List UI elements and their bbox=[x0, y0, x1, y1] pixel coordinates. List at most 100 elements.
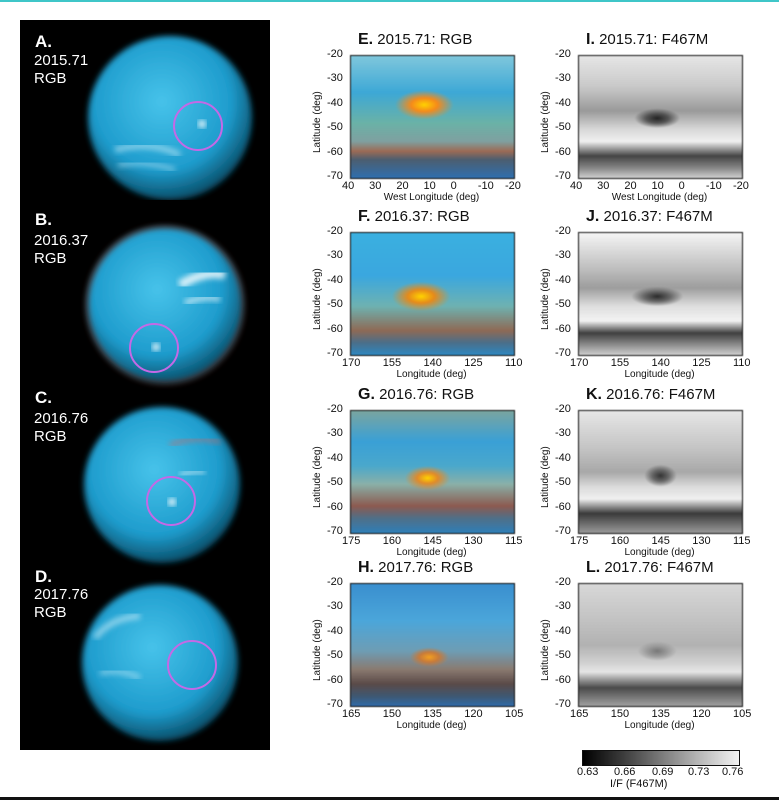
y-tick-label: -70 bbox=[555, 525, 571, 537]
y-tick-label: -60 bbox=[327, 145, 343, 158]
x-axis-label: Longitude (deg) bbox=[624, 720, 695, 731]
map-letter: G. bbox=[358, 386, 375, 403]
x-tick-label: 155 bbox=[382, 357, 402, 369]
x-tick-label: 170 bbox=[570, 357, 589, 369]
y-tick-label: -20 bbox=[555, 576, 571, 588]
x-tick-label: 110 bbox=[505, 357, 523, 369]
x-tick-label: 170 bbox=[342, 357, 361, 369]
y-tick-label: -20 bbox=[555, 225, 571, 237]
rgb-map-image bbox=[350, 583, 515, 707]
panel-letter: B. bbox=[35, 210, 52, 229]
x-tick-label: 130 bbox=[692, 535, 711, 547]
y-tick-label: -40 bbox=[327, 451, 343, 464]
map-letter: I. bbox=[586, 31, 595, 48]
x-tick-label: 175 bbox=[342, 535, 361, 547]
panel-date: 2016.76 bbox=[34, 410, 89, 427]
y-tick-label: -50 bbox=[327, 649, 343, 662]
x-axis-label: West Longitude (deg) bbox=[383, 192, 480, 203]
x-tick-label: -10 bbox=[705, 180, 722, 192]
y-tick-label: -40 bbox=[327, 96, 343, 109]
map-title-text: 2015.71: F467M bbox=[599, 31, 709, 48]
colorbar bbox=[582, 750, 740, 766]
colorbar-tick: 0.76 bbox=[722, 766, 744, 778]
colorbar-tick: 0.73 bbox=[688, 766, 710, 778]
map-title-text: 2015.71: RGB bbox=[377, 31, 473, 48]
y-tick-label: -30 bbox=[327, 72, 343, 85]
x-tick-label: 145 bbox=[651, 535, 670, 547]
x-tick-label: 10 bbox=[651, 180, 664, 192]
y-tick-label: -40 bbox=[327, 624, 343, 637]
x-tick-label: 40 bbox=[342, 180, 355, 192]
y-tick-label: -70 bbox=[327, 170, 343, 182]
storm-marker-circle bbox=[173, 101, 223, 151]
x-tick-label: 40 bbox=[570, 180, 583, 192]
x-axis-label: Longitude (deg) bbox=[396, 547, 467, 558]
storm-marker-circle bbox=[146, 476, 196, 526]
y-tick-label: -60 bbox=[555, 500, 571, 513]
y-tick-label: -20 bbox=[327, 576, 343, 588]
panel-date: 2016.37 bbox=[34, 232, 89, 249]
f467m-map-image bbox=[578, 232, 743, 356]
x-tick-label: 125 bbox=[692, 357, 711, 369]
y-tick-label: -70 bbox=[555, 698, 571, 710]
map-letter: H. bbox=[358, 559, 374, 576]
y-axis-label: Latitude (deg) bbox=[540, 446, 551, 508]
neptune-image bbox=[82, 585, 238, 741]
rgb-map-image bbox=[350, 55, 515, 179]
y-tick-label: -70 bbox=[327, 525, 343, 537]
y-axis-label: Latitude (deg) bbox=[540, 91, 551, 153]
map-title: I. 2015.71: F467M bbox=[586, 31, 708, 49]
y-tick-label: -40 bbox=[555, 96, 571, 109]
y-tick-label: -70 bbox=[327, 347, 343, 359]
panel-band: RGB bbox=[34, 70, 67, 87]
map-title-text: 2016.37: F467M bbox=[603, 208, 713, 225]
map-title-text: 2016.37: RGB bbox=[374, 208, 470, 225]
y-tick-label: -30 bbox=[555, 427, 571, 440]
map-letter: K. bbox=[586, 386, 602, 403]
panel-band: RGB bbox=[34, 428, 67, 445]
x-tick-label: 135 bbox=[651, 708, 670, 720]
x-axis-label: West Longitude (deg) bbox=[611, 192, 708, 203]
x-tick-label: 20 bbox=[624, 180, 637, 192]
x-tick-label: 145 bbox=[423, 535, 442, 547]
panel-letter: C. bbox=[35, 388, 52, 407]
y-tick-label: -60 bbox=[327, 500, 343, 513]
y-tick-label: -20 bbox=[327, 225, 343, 237]
y-tick-label: -30 bbox=[555, 600, 571, 613]
map-title-text: 2017.76: F467M bbox=[604, 559, 714, 576]
x-tick-label: 135 bbox=[423, 708, 442, 720]
x-tick-label: 10 bbox=[423, 180, 436, 192]
panel-date: 2017.76 bbox=[34, 586, 89, 603]
x-tick-label: -20 bbox=[505, 180, 521, 192]
x-tick-label: 165 bbox=[342, 708, 361, 720]
map-title: F. 2016.37: RGB bbox=[358, 208, 470, 226]
x-tick-label: 30 bbox=[597, 180, 610, 192]
x-tick-label: 150 bbox=[610, 708, 630, 720]
y-tick-label: -50 bbox=[327, 121, 343, 134]
y-tick-label: -20 bbox=[327, 403, 343, 415]
y-tick-label: -30 bbox=[327, 600, 343, 613]
y-tick-label: -40 bbox=[555, 451, 571, 464]
panel-letter: A. bbox=[35, 32, 52, 51]
colorbar-tick: 0.69 bbox=[652, 766, 674, 778]
x-tick-label: 0 bbox=[450, 180, 457, 192]
y-tick-label: -70 bbox=[327, 698, 343, 710]
y-axis-label: Latitude (deg) bbox=[312, 619, 323, 681]
y-tick-label: -70 bbox=[555, 347, 571, 359]
y-tick-label: -20 bbox=[555, 48, 571, 60]
x-tick-label: 140 bbox=[423, 357, 442, 369]
x-tick-label: 115 bbox=[733, 535, 751, 547]
f467m-map-image bbox=[578, 583, 743, 707]
y-axis-label: Latitude (deg) bbox=[312, 91, 323, 153]
bottom-border-line bbox=[0, 797, 779, 800]
colorbar-tick: 0.66 bbox=[614, 766, 636, 778]
x-tick-label: 30 bbox=[369, 180, 382, 192]
y-tick-label: -20 bbox=[327, 48, 343, 60]
x-tick-label: 115 bbox=[505, 535, 523, 547]
panel-band: RGB bbox=[34, 250, 67, 267]
x-tick-label: 120 bbox=[464, 708, 483, 720]
map-title-text: 2017.76: RGB bbox=[378, 559, 474, 576]
x-tick-label: 165 bbox=[570, 708, 589, 720]
panel-letter: D. bbox=[35, 567, 52, 586]
y-tick-label: -60 bbox=[327, 322, 343, 335]
